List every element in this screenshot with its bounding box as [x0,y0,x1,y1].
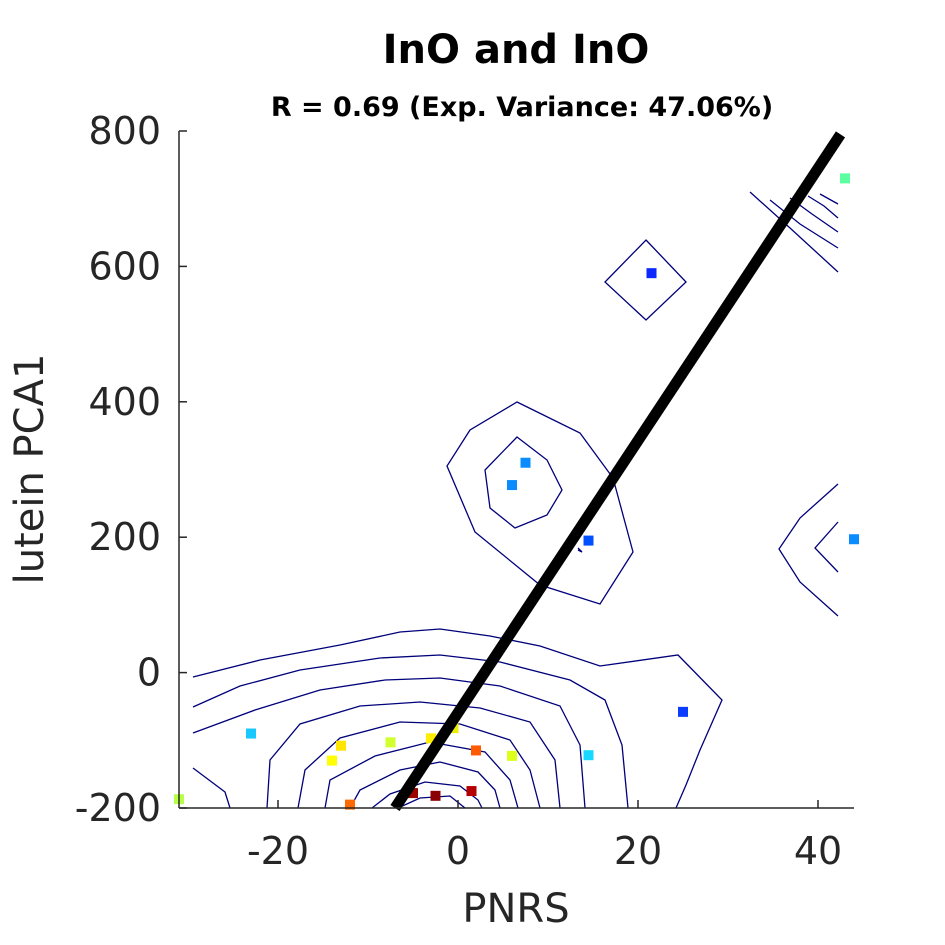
data-point [583,535,594,546]
data-point [507,480,517,491]
data-point [385,737,396,748]
data-point [583,750,594,761]
data-point [327,755,337,766]
y-ticks: -200 0 200 400 600 800 [75,109,187,830]
y-tick-label: 800 [88,109,161,153]
x-tick-label: -20 [247,829,309,873]
data-point [471,745,481,756]
data-point [678,706,688,717]
regression-line [390,131,846,812]
data-point [466,786,477,797]
x-tick-label: 40 [794,829,842,873]
x-tick-label: 0 [446,829,470,873]
data-point [345,799,355,810]
y-tick-label: 0 [137,651,161,695]
data-point [520,457,531,468]
y-tick-label: 400 [88,380,161,424]
data-point [408,788,418,799]
y-tick-label: 200 [88,515,161,559]
data-point [246,728,256,739]
data-point [336,740,346,751]
y-tick-label: -200 [75,786,161,830]
chart-title: InO and InO [383,27,650,73]
data-point [849,534,859,545]
x-axis: -20 0 20 40 [179,800,854,873]
y-axis-label: lutein PCA1 [7,354,53,585]
y-axis: -200 0 200 400 600 800 [75,109,187,830]
data-point [426,733,436,744]
x-axis-label: PNRS [462,886,569,932]
y-tick-label: 600 [88,244,161,288]
data-point [507,750,517,761]
x-ticks: -20 0 20 40 [247,800,842,873]
data-point [646,268,657,279]
x-tick-label: 20 [614,829,662,873]
chart-subtitle: R = 0.69 (Exp. Variance: 47.06%) [271,92,773,123]
data-point [840,173,850,184]
data-point [430,790,441,801]
